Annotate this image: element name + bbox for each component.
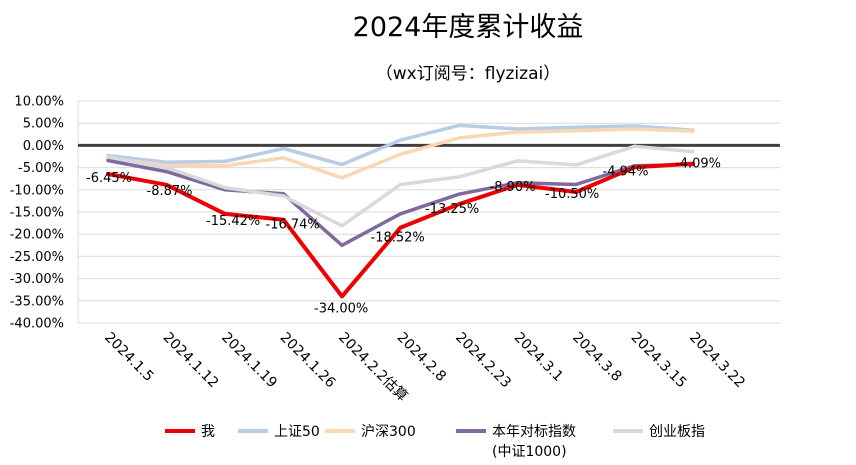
x-tick-label: 2024.1.26 [277,330,339,392]
y-axis-ticks: 10.00% 5.00% 0.00% -5.00% -10.00% -15.00% -20.… [10,95,64,332]
y-tick-label: 10.00% [14,95,64,110]
legend-label: 上证50 [274,424,320,440]
series-lines [106,123,695,299]
y-tick-label: 5.00% [23,117,64,132]
x-tick-label: 2024.1.12 [160,330,222,392]
series-line-上证50 [106,123,695,167]
data-label: -16.74% [266,218,320,233]
data-label: -34.00% [314,301,368,316]
gridlines [77,100,780,324]
data-label: -18.52% [371,231,425,246]
data-label: -6.45% [86,171,132,186]
legend-item: 本年对标指数 (中证1000) [456,424,576,460]
data-label: -13.25% [425,202,479,217]
series-line-沪深300 [106,127,695,180]
data-label: -8.90% [490,180,536,195]
x-tick-label: 2024.3.8 [569,330,624,385]
y-tick-label: -35.00% [10,294,64,309]
legend-label-line2: (中证1000) [492,444,567,460]
data-label: -4.94% [603,164,649,179]
legend-label: 我 [201,424,215,440]
data-label: -4.09% [675,157,721,172]
legend-item: 沪深300 [325,424,416,440]
chart-subtitle: （wx订阅号：flyzizai） [376,64,560,84]
y-tick-label: -25.00% [10,250,64,265]
x-tick-label: 2024.1.19 [218,330,280,392]
series-line-创业板指 [106,144,695,228]
x-tick-label: 2024.3.15 [628,330,690,392]
y-tick-label: -15.00% [10,206,64,221]
x-tick-label: 2024.3.22 [686,330,748,392]
chart-title: 2024年度累计收益 [353,12,584,43]
legend-label: 沪深300 [361,424,416,440]
data-labels: -6.45% -8.87% -15.42% -16.74% -34.00% -18.52%… [86,157,721,317]
legend-item: 创业板指 [613,424,705,440]
y-tick-label: -40.00% [10,317,64,332]
y-tick-label: -10.00% [10,183,64,198]
data-label: -10.50% [545,187,599,202]
y-tick-label: -20.00% [10,228,64,243]
series-line-我 [106,161,695,299]
legend-label: 创业板指 [649,424,705,440]
y-tick-label: -5.00% [18,161,64,176]
x-tick-label: 2024.3.1 [511,330,566,385]
y-tick-label: 0.00% [23,139,64,154]
y-tick-label: -30.00% [10,272,64,287]
x-tick-label: 2024.2.23 [452,330,514,392]
x-tick-label: 2024.1.5 [101,330,156,385]
series-line-本年对标指数 [106,158,695,248]
data-label: -8.87% [147,184,193,199]
legend-label: 本年对标指数 [492,424,576,440]
legend: 我 上证50 沪深300 本年对标指数 (中证1000) 创业板指 [165,424,705,460]
legend-item: 我 [165,424,215,440]
x-tick-label: 2024.2.8 [394,330,449,385]
legend-item: 上证50 [238,424,320,440]
data-label: -15.42% [206,214,260,229]
